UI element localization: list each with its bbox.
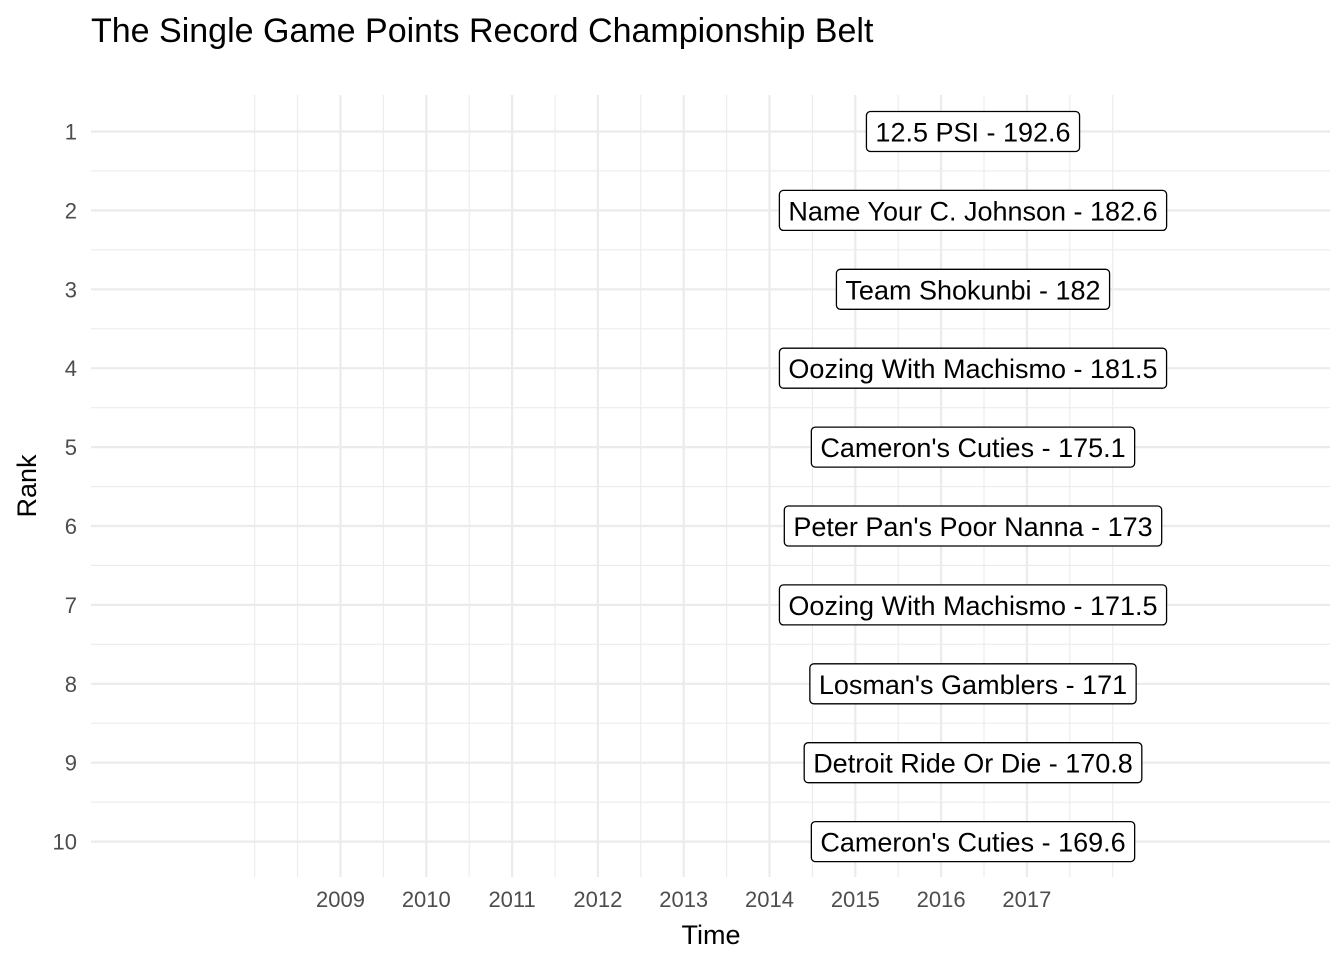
record-label: Name Your C. Johnson - 182.6 <box>778 189 1168 232</box>
record-label-text: Oozing With Machismo - 171.5 <box>788 591 1157 621</box>
record-label-box <box>809 663 1137 705</box>
record-label-box <box>778 584 1168 626</box>
x-tick-label: 2017 <box>1002 887 1051 912</box>
record-label: Oozing With Machismo - 171.5 <box>778 584 1168 626</box>
record-label: Cameron's Cuties - 175.1 <box>810 426 1136 468</box>
record-label-text: Peter Pan's Poor Nanna - 173 <box>793 512 1152 542</box>
y-tick-label: 5 <box>65 435 77 460</box>
x-tick-label: 2012 <box>573 887 622 912</box>
record-label-box <box>803 742 1143 784</box>
y-axis-ticks: 1 2 3 4 5 6 7 8 9 10 <box>53 120 77 855</box>
record-label-text: 12.5 PSI - 192.6 <box>875 118 1070 148</box>
x-tick-label: 2013 <box>659 887 708 912</box>
y-tick-label: 8 <box>65 672 77 697</box>
y-tick-label: 4 <box>65 356 77 381</box>
x-tick-label: 2010 <box>402 887 451 912</box>
record-label: Peter Pan's Poor Nanna - 173 <box>783 505 1163 547</box>
y-tick-label: 6 <box>65 514 77 539</box>
y-axis-title: Rank <box>12 454 42 518</box>
record-label: 12.5 PSI - 192.6 <box>865 110 1081 153</box>
record-label: Losman's Gamblers - 171 <box>809 663 1137 705</box>
record-label-box <box>783 505 1163 547</box>
x-axis-title: Time <box>682 920 741 950</box>
record-label-text: Oozing With Machismo - 181.5 <box>788 354 1157 384</box>
x-tick-label: 2014 <box>745 887 794 912</box>
record-label-box <box>810 820 1136 863</box>
y-tick-label: 1 <box>65 120 77 145</box>
record-label: Detroit Ride Or Die - 170.8 <box>803 742 1143 784</box>
record-label-box <box>810 426 1136 468</box>
record-label: Cameron's Cuties - 169.6 <box>810 820 1136 863</box>
y-tick-label: 10 <box>53 830 77 855</box>
record-label: Oozing With Machismo - 181.5 <box>778 347 1168 389</box>
record-label-text: Losman's Gamblers - 171 <box>819 670 1127 700</box>
record-label-text: Cameron's Cuties - 169.6 <box>820 828 1125 858</box>
record-label-box <box>865 110 1081 153</box>
record-label-text: Cameron's Cuties - 175.1 <box>820 433 1125 463</box>
record-labels: 12.5 PSI - 192.6 Name Your C. Johnson - 1… <box>778 110 1168 863</box>
record-label: Team Shokunbi - 182 <box>835 268 1111 310</box>
y-tick-label: 2 <box>65 198 77 223</box>
record-label-text: Team Shokunbi - 182 <box>845 275 1100 305</box>
x-tick-label: 2011 <box>488 887 535 912</box>
y-tick-label: 3 <box>65 277 77 302</box>
x-tick-label: 2015 <box>831 887 880 912</box>
record-label-text: Name Your C. Johnson - 182.6 <box>788 196 1157 226</box>
x-tick-label: 2016 <box>917 887 966 912</box>
record-label-text: Detroit Ride Or Die - 170.8 <box>813 749 1133 779</box>
record-label-box <box>835 268 1111 310</box>
x-axis-ticks: 2009 2010 2011 2012 2013 2014 2015 2016 2017 <box>316 887 1051 912</box>
y-tick-label: 7 <box>65 593 77 618</box>
record-label-box <box>778 189 1168 232</box>
x-tick-label: 2009 <box>316 887 365 912</box>
chart-title: The Single Game Points Record Championsh… <box>91 12 874 50</box>
y-tick-label: 9 <box>65 751 77 776</box>
record-label-box <box>778 347 1168 389</box>
